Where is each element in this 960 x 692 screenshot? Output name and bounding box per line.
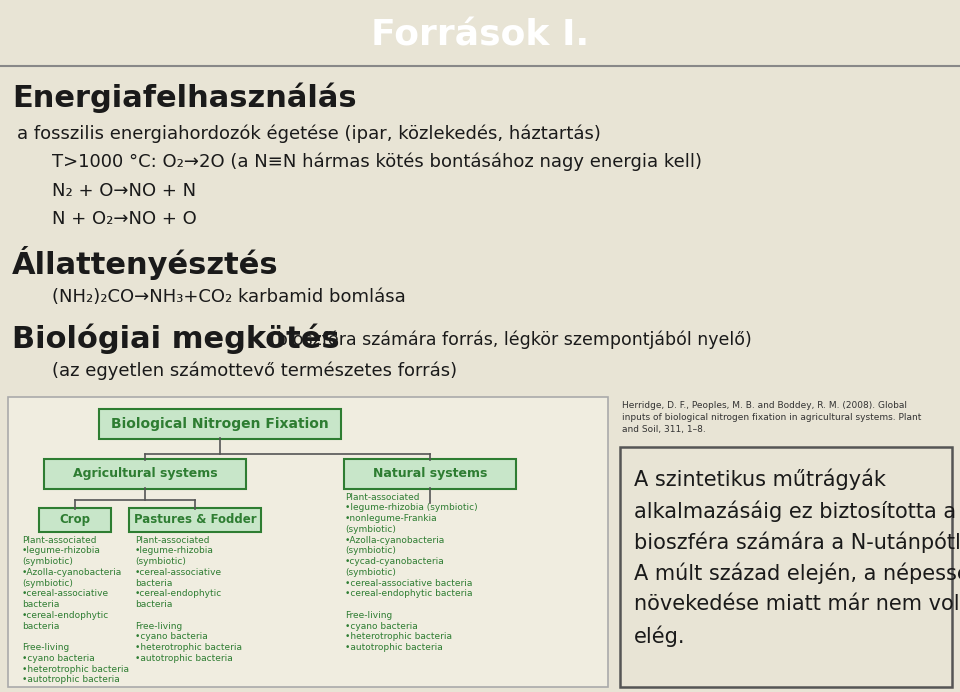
Text: Biológiai megkötés: Biológiai megkötés	[12, 323, 340, 354]
Text: Herridge, D. F., Peoples, M. B. and Boddey, R. M. (2008). Global
inputs of biolo: Herridge, D. F., Peoples, M. B. and Bodd…	[622, 401, 922, 434]
Text: bioszféra számára a N-utánpótlást.: bioszféra számára a N-utánpótlást.	[634, 531, 960, 553]
Text: N + O₂→NO + O: N + O₂→NO + O	[52, 210, 197, 228]
Bar	[620, 447, 952, 687]
FancyBboxPatch shape	[99, 409, 341, 439]
Text: elég.: elég.	[634, 626, 685, 647]
FancyBboxPatch shape	[129, 508, 261, 531]
Text: Biological Nitrogen Fixation: Biological Nitrogen Fixation	[111, 417, 329, 431]
Text: (bioszféra számára forrás, légkör szempontjából nyelő): (bioszféra számára forrás, légkör szempo…	[270, 330, 752, 349]
Text: (NH₂)₂CO→NH₃+CO₂ karbamid bomlása: (NH₂)₂CO→NH₃+CO₂ karbamid bomlása	[52, 287, 406, 306]
FancyBboxPatch shape	[44, 459, 246, 489]
Text: Források I.: Források I.	[371, 19, 589, 53]
Text: Energiafelhasználás: Energiafelhasználás	[12, 82, 356, 113]
Bar	[8, 397, 608, 687]
Text: T>1000 °C: O₂→2O (a N≡N hármas kötés bontásához nagy energia kell): T>1000 °C: O₂→2O (a N≡N hármas kötés bon…	[52, 152, 702, 170]
Text: (az egyetlen számottevő természetes forrás): (az egyetlen számottevő természetes forr…	[52, 361, 457, 380]
Text: N₂ + O→NO + N: N₂ + O→NO + N	[52, 182, 196, 200]
Text: A szintetikus műtrágyák: A szintetikus műtrágyák	[634, 469, 886, 491]
Text: Natural systems: Natural systems	[372, 467, 487, 480]
Text: Plant-associated
•legume-rhizobia
(symbiotic)
•Azolla-cyanobacteria
(symbiotic)
: Plant-associated •legume-rhizobia (symbi…	[22, 536, 129, 684]
Text: alkalmazásáig ez biztosította a: alkalmazásáig ez biztosította a	[634, 500, 956, 522]
Text: Plant-associated
•legume-rhizobia
(symbiotic)
•cereal-associative
bacteria
•cere: Plant-associated •legume-rhizobia (symbi…	[135, 536, 242, 663]
Text: Plant-associated
•legume-rhizobia (symbiotic)
•nonlegume-Frankia
(symbiotic)
•Az: Plant-associated •legume-rhizobia (symbi…	[345, 493, 478, 653]
Text: a fosszilis energiahordozók égetése (ipar, közlekedés, háztartás): a fosszilis energiahordozók égetése (ipa…	[17, 124, 601, 143]
Text: Crop: Crop	[60, 513, 90, 526]
Text: növekedése miatt már nem volt: növekedése miatt már nem volt	[634, 594, 960, 614]
Text: Állattenyésztés: Állattenyésztés	[12, 246, 278, 280]
Text: A múlt század elején, a népesség: A múlt század elején, a népesség	[634, 563, 960, 585]
Text: Agricultural systems: Agricultural systems	[73, 467, 217, 480]
FancyBboxPatch shape	[344, 459, 516, 489]
FancyBboxPatch shape	[39, 508, 111, 531]
Text: Pastures & Fodder: Pastures & Fodder	[133, 513, 256, 526]
